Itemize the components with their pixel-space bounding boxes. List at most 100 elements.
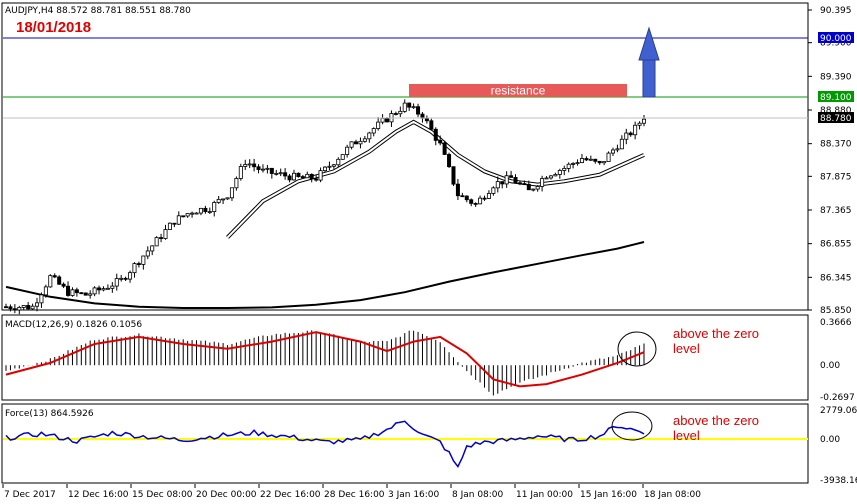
candle	[464, 195, 469, 203]
candle	[181, 215, 186, 218]
price-tick-label: 87.875	[820, 172, 852, 182]
macd-panel: MACD(12,26,9) 0.1826 0.1056 above the ze…	[1, 314, 809, 401]
candle	[451, 166, 456, 186]
macd-signal-line	[5, 331, 645, 388]
force-note: above the zero level	[673, 413, 759, 443]
candle	[473, 202, 478, 207]
time-tick-label: 28 Dec 16:00	[324, 490, 385, 500]
price-tick-label: 88.880	[820, 106, 852, 116]
price-tick-label: 88.370	[820, 140, 852, 150]
candle	[110, 282, 115, 293]
candle	[628, 131, 633, 137]
candle	[318, 167, 323, 183]
candle	[336, 157, 341, 168]
candle	[566, 162, 571, 173]
time-tick-label: 18 Jan 08:00	[644, 490, 701, 500]
price-axis: 90.395 89.900 89.390 88.880 88.370 87.875 87.3…	[808, 6, 852, 316]
candle	[283, 168, 288, 180]
candle	[642, 115, 647, 127]
force-tick-label: 2779.068	[820, 406, 857, 416]
candle	[57, 275, 62, 286]
candle	[229, 187, 234, 201]
candle	[522, 180, 527, 186]
candle	[167, 222, 172, 230]
macd-tick-label: -0.2697	[820, 393, 855, 403]
price-panel-frame	[1, 2, 809, 311]
candle	[154, 236, 159, 247]
macd-axis: 0.3666 0.00 -0.2697	[820, 318, 855, 403]
candle	[469, 198, 474, 207]
candle	[411, 103, 416, 109]
candle	[291, 169, 296, 181]
macd-tick-label: 0.00	[820, 361, 840, 371]
candle	[354, 139, 359, 145]
level-89-tag	[818, 91, 854, 102]
candle	[70, 287, 75, 297]
slow-ma-line	[5, 241, 645, 309]
candle	[256, 164, 261, 174]
candle	[4, 303, 9, 309]
candlesticks	[4, 99, 647, 315]
up-arrow-icon	[638, 26, 660, 98]
time-tick-label: 15 Dec 08:00	[132, 490, 193, 500]
resistance-box	[409, 84, 627, 97]
time-tick-label: 7 Dec 2017	[4, 490, 56, 500]
price-tick-label: 86.345	[820, 273, 852, 283]
candle	[548, 175, 553, 180]
candle	[460, 192, 465, 198]
candle	[358, 137, 363, 149]
macd-tick-label: 0.3666	[820, 318, 852, 328]
candle	[247, 159, 252, 169]
candle	[455, 178, 460, 201]
force-label: Force(13) 864.5926	[5, 409, 94, 419]
candle	[526, 180, 531, 191]
candle	[48, 274, 53, 288]
candle	[12, 304, 17, 314]
level-90-tag	[818, 32, 854, 43]
candle	[433, 127, 438, 146]
candle	[535, 185, 540, 192]
candle	[52, 273, 57, 279]
candle	[185, 213, 190, 218]
candle	[517, 180, 522, 186]
level-89-tag-text: 89.100	[820, 93, 852, 103]
candle	[402, 99, 407, 113]
candle	[92, 286, 97, 297]
candle	[234, 176, 239, 191]
time-axis: 7 Dec 2017 12 Dec 16:00 15 Dec 08:00 20 Dec…	[2, 484, 701, 500]
candle	[588, 155, 593, 161]
candle	[101, 286, 106, 292]
candle	[540, 175, 545, 192]
candle	[79, 291, 84, 295]
candle	[575, 159, 580, 166]
candle	[238, 163, 243, 181]
candle	[150, 245, 155, 256]
candle	[593, 158, 598, 164]
macd-highlight-circle	[617, 331, 657, 367]
candle	[128, 270, 133, 283]
candle	[416, 103, 421, 118]
candle	[194, 212, 199, 215]
candle	[513, 174, 518, 184]
candle	[172, 222, 177, 228]
candle	[278, 168, 283, 177]
candle	[633, 121, 638, 140]
candle	[305, 171, 310, 179]
candle	[438, 135, 443, 146]
candle	[398, 106, 403, 118]
chart-date: 18/01/2018	[16, 19, 91, 36]
candle	[221, 198, 226, 205]
candle	[504, 171, 509, 188]
candle	[442, 140, 447, 155]
candle	[482, 195, 487, 201]
price-tick-label: 89.390	[820, 72, 852, 82]
candle	[141, 255, 146, 270]
candle	[265, 164, 270, 174]
candle	[362, 135, 367, 143]
candle	[314, 174, 319, 182]
candle	[39, 292, 44, 308]
candle	[615, 144, 620, 153]
symbol-info-label: AUDJPY,H4 88.572 88.781 88.551 88.780	[5, 6, 191, 16]
candle	[269, 167, 274, 179]
candle	[119, 274, 124, 282]
